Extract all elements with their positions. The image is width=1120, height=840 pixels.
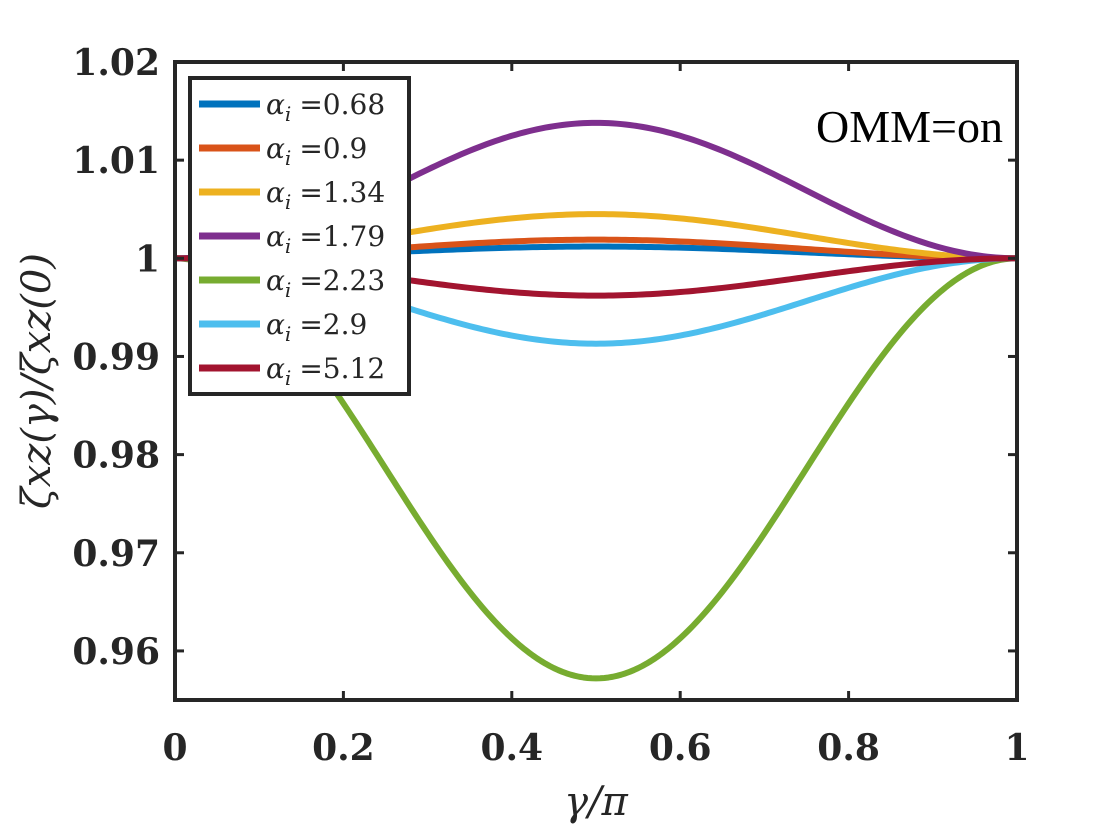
x-tick-label: 0.2 xyxy=(312,727,375,769)
axis-ticks xyxy=(173,60,1019,700)
legend-label-1: αi =0.9 xyxy=(266,132,367,170)
x-axis-label: γ/π xyxy=(564,779,628,825)
legend-label-5: αi =2.9 xyxy=(266,308,367,346)
x-tick-label: 0.6 xyxy=(649,727,712,769)
y-tick-label: 1 xyxy=(135,238,160,280)
legend-label-4: αi =2.23 xyxy=(266,264,385,302)
tick-labels: 0 0.2 0.4 0.6 0.8 1 0.96 0.97 0.98 0.99 1 1.01 1.02 xyxy=(72,42,1029,769)
y-tick-label: 0.96 xyxy=(72,631,160,673)
y-tick-label: 1.01 xyxy=(72,140,160,182)
y-tick-label: 1.02 xyxy=(72,42,160,84)
legend-label-0: αi =0.68 xyxy=(266,88,385,126)
x-tick-label: 0 xyxy=(162,727,187,769)
y-tick-label: 0.99 xyxy=(72,336,160,378)
legend: αi =0.68 αi =0.9 αi =1.34 αi =1.79 αi =2.23 αi =2.9… xyxy=(188,76,411,396)
x-tick-label: 0.4 xyxy=(480,727,543,769)
legend-label-6: αi =5.12 xyxy=(266,352,385,390)
x-tick-label: 1 xyxy=(1004,727,1029,769)
y-tick-label: 0.98 xyxy=(72,435,160,477)
omm-annotation: OMM=on xyxy=(816,101,1003,152)
y-tick-label: 0.97 xyxy=(72,533,160,575)
y-axis-label: ζxz(γ)/ζxz(0) xyxy=(14,253,60,509)
x-tick-label: 0.8 xyxy=(817,727,880,769)
legend-label-2: αi =1.34 xyxy=(266,176,385,214)
legend-label-3: αi =1.79 xyxy=(266,220,385,258)
plot-frame xyxy=(173,60,1019,702)
